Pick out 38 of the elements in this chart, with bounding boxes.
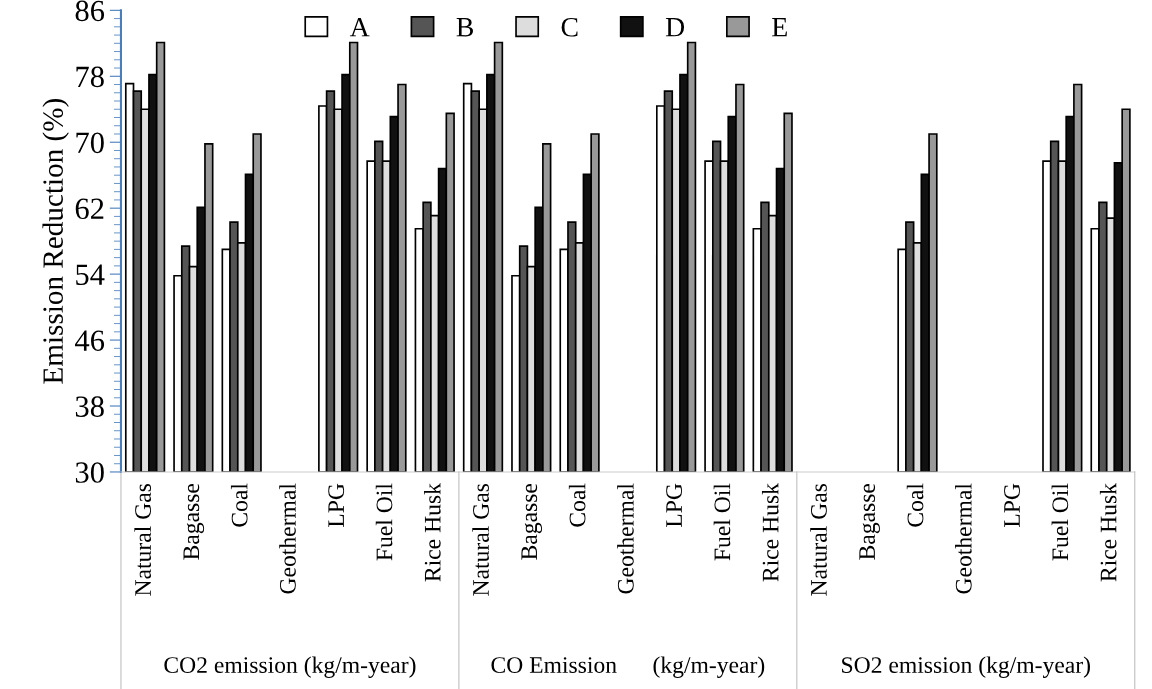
x-tick-label: Geothermal <box>955 483 972 594</box>
x-tick-label: Rice Husk <box>1099 483 1117 582</box>
x-tick-label: Natural Gas <box>810 483 827 596</box>
x-tick-label: LPG <box>666 483 683 527</box>
x-tick-label: Fuel Oil <box>713 483 731 561</box>
x-tick-label: Geothermal <box>279 483 296 594</box>
y-axis-title: Emission Reduction (%) <box>42 99 69 384</box>
x-tick-label: Fuel Oil <box>1051 483 1069 561</box>
y-tick-label: 78 <box>76 66 104 88</box>
x-tick-label: Bagasse <box>183 483 205 560</box>
text: SO2 emission (kg/m-year) <box>842 656 1090 678</box>
x-tick-label: Rice Husk <box>761 483 779 582</box>
y-tick-label: 54 <box>76 264 105 286</box>
text: CO Emission (kg/m-year) <box>491 656 765 678</box>
y-tick-label: 46 <box>75 330 105 351</box>
x-tick-label: Rice Husk <box>424 483 441 582</box>
y-tick-label: 70 <box>76 132 104 154</box>
x-tick-label: Geothermal <box>617 483 634 594</box>
legend-label: E <box>772 18 787 37</box>
y-tick-label: 86 <box>75 0 105 22</box>
x-tick-label: Natural Gas <box>134 483 152 596</box>
y-tick-label: 30 <box>75 462 104 483</box>
x-tick-label: Coal <box>568 483 586 527</box>
legend-label: B <box>456 18 474 37</box>
legend-label: D <box>665 18 685 37</box>
x-tick-label: Coal <box>230 483 248 527</box>
x-tick-label: Bagasse <box>521 483 542 560</box>
text: CO2 emission (kg/m-year) <box>164 656 416 678</box>
legend-label: C <box>561 17 578 37</box>
y-tick-label: 38 <box>75 396 104 417</box>
x-tick-label: LPG <box>328 483 345 527</box>
legend-label: A <box>349 17 370 37</box>
x-tick-label: Bagasse <box>859 483 880 560</box>
x-tick-label: LPG <box>1004 483 1020 527</box>
y-tick-label: 62 <box>75 198 104 220</box>
x-tick-label: Natural Gas <box>472 483 489 596</box>
x-tick-label: Coal <box>906 483 924 527</box>
x-tick-label: Fuel Oil <box>375 483 393 561</box>
